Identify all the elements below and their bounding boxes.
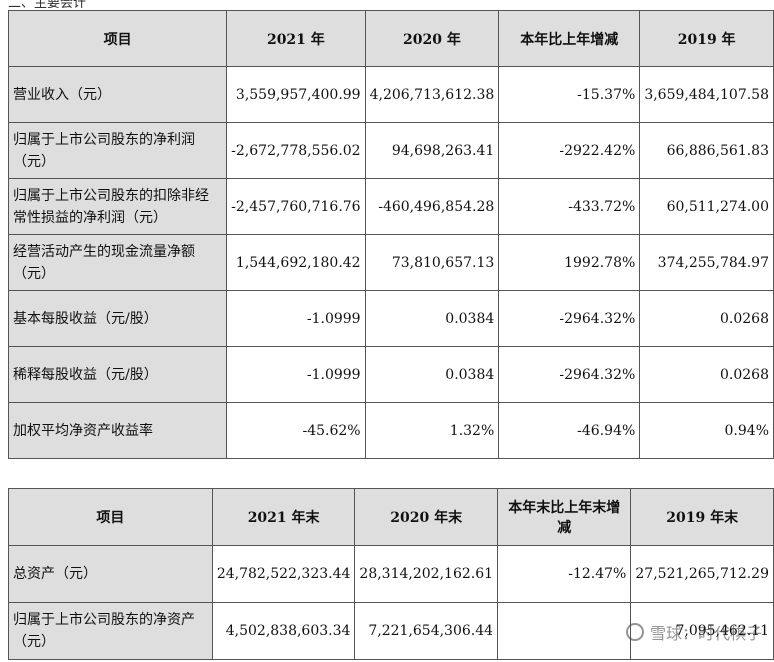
snowball-logo-icon [625,623,644,641]
table-header-row: 项目 2021 年 2020 年 本年比上年增减 2019 年 [7,10,774,67]
header-2019: 2019 年 [639,10,774,67]
cell-2020: 0.0384 [364,346,500,403]
cell-2021: 4,502,838,603.34 [211,602,356,660]
cell-2019: 66,886,561.83 [639,122,774,179]
cell-change: -46.94% [498,402,641,459]
cell-2020: 94,698,263.41 [364,122,500,179]
row-label: 营业收入（元） [7,66,228,123]
cell-2021: 3,559,957,400.99 [226,66,366,123]
table-row: 归属于上市公司股东的净利润（元） -2,672,778,556.02 94,69… [7,122,774,179]
cell-change: -433.72% [498,178,641,235]
section-heading-cut: 二、主要会计 [8,0,87,8]
row-label: 加权平均净资产收益率 [7,402,228,459]
table-row: 总资产（元） 24,782,522,323.44 28,314,202,162.… [8,545,774,603]
cell-2021: -2,457,760,716.76 [226,178,366,235]
cell-2019: 27,521,265,712.29 [630,545,774,603]
header-2021-end: 2021 年末 [211,488,356,546]
cell-2021: 1,544,692,180.42 [226,234,366,291]
header-2019-end: 2019 年末 [630,488,774,546]
cell-2021: -1.0999 [226,290,366,347]
row-label: 归属于上市公司股东的净利润（元） [7,122,228,179]
cell-2019: 374,255,784.97 [639,234,774,291]
cell-2020: 7,221,654,306.44 [354,602,499,660]
row-label: 总资产（元） [8,545,213,603]
cell-change: -15.37% [498,66,641,123]
row-label: 归属于上市公司股东的净资产（元） [8,602,213,660]
table-row: 经营活动产生的现金流量净额（元） 1,544,692,180.42 73,810… [7,234,774,291]
cell-2020: 28,314,202,162.61 [354,545,499,603]
balance-sheet-table: 项目 2021 年末 2020 年末 本年末比上年末增减 2019 年末 总资产… [8,488,774,660]
watermark: 雪球：时代棋子 [625,620,762,644]
watermark-text: 雪球：时代棋子 [649,624,762,643]
cell-2019: 0.0268 [639,290,774,347]
cell-2021: 24,782,522,323.44 [211,545,356,603]
cell-2019: 7,095,462.11 [630,602,774,660]
cell-change [497,602,632,660]
row-label: 稀释每股收益（元/股） [7,346,228,403]
cell-2019: 60,511,274.00 [639,178,774,235]
table-row: 归属于上市公司股东的扣除非经常性损益的净利润（元） -2,457,760,716… [7,178,774,235]
cell-2020: 1.32% [364,402,500,459]
header-change: 本年比上年增减 [498,10,641,67]
header-2020-end: 2020 年末 [354,488,499,546]
cell-2021: -1.0999 [226,346,366,403]
row-label: 基本每股收益（元/股） [7,290,228,347]
table-row: 基本每股收益（元/股） -1.0999 0.0384 -2964.32% 0.0… [7,290,774,347]
cell-2021: -45.62% [226,402,366,459]
cell-change: -2922.42% [498,122,641,179]
cell-change: -2964.32% [498,290,641,347]
row-label: 归属于上市公司股东的扣除非经常性损益的净利润（元） [7,178,228,235]
table-row: 归属于上市公司股东的净资产（元） 4,502,838,603.34 7,221,… [8,602,774,660]
cell-change: -12.47% [497,545,632,603]
header-change: 本年末比上年末增减 [497,488,632,546]
cell-2020: 73,810,657.13 [364,234,500,291]
cell-change: 1992.78% [498,234,641,291]
header-2021: 2021 年 [226,10,366,67]
cell-change: -2964.32% [498,346,641,403]
header-item: 项目 [7,10,228,67]
header-item: 项目 [8,488,213,546]
cell-2020: -460,496,854.28 [364,178,500,235]
header-2020: 2020 年 [364,10,500,67]
cell-2020: 0.0384 [364,290,500,347]
table-row: 稀释每股收益（元/股） -1.0999 0.0384 -2964.32% 0.0… [7,346,774,403]
cell-2019: 0.94% [639,402,774,459]
cell-2019: 0.0268 [639,346,774,403]
table-row: 加权平均净资产收益率 -45.62% 1.32% -46.94% 0.94% [7,402,774,459]
table-header-row: 项目 2021 年末 2020 年末 本年末比上年末增减 2019 年末 [8,488,774,546]
cell-2020: 4,206,713,612.38 [364,66,500,123]
row-label: 经营活动产生的现金流量净额（元） [7,234,228,291]
cell-2019: 3,659,484,107.58 [639,66,774,123]
cell-2021: -2,672,778,556.02 [226,122,366,179]
table-row: 营业收入（元） 3,559,957,400.99 4,206,713,612.3… [7,66,774,123]
key-financials-table: 项目 2021 年 2020 年 本年比上年增减 2019 年 营业收入（元） … [7,10,774,459]
